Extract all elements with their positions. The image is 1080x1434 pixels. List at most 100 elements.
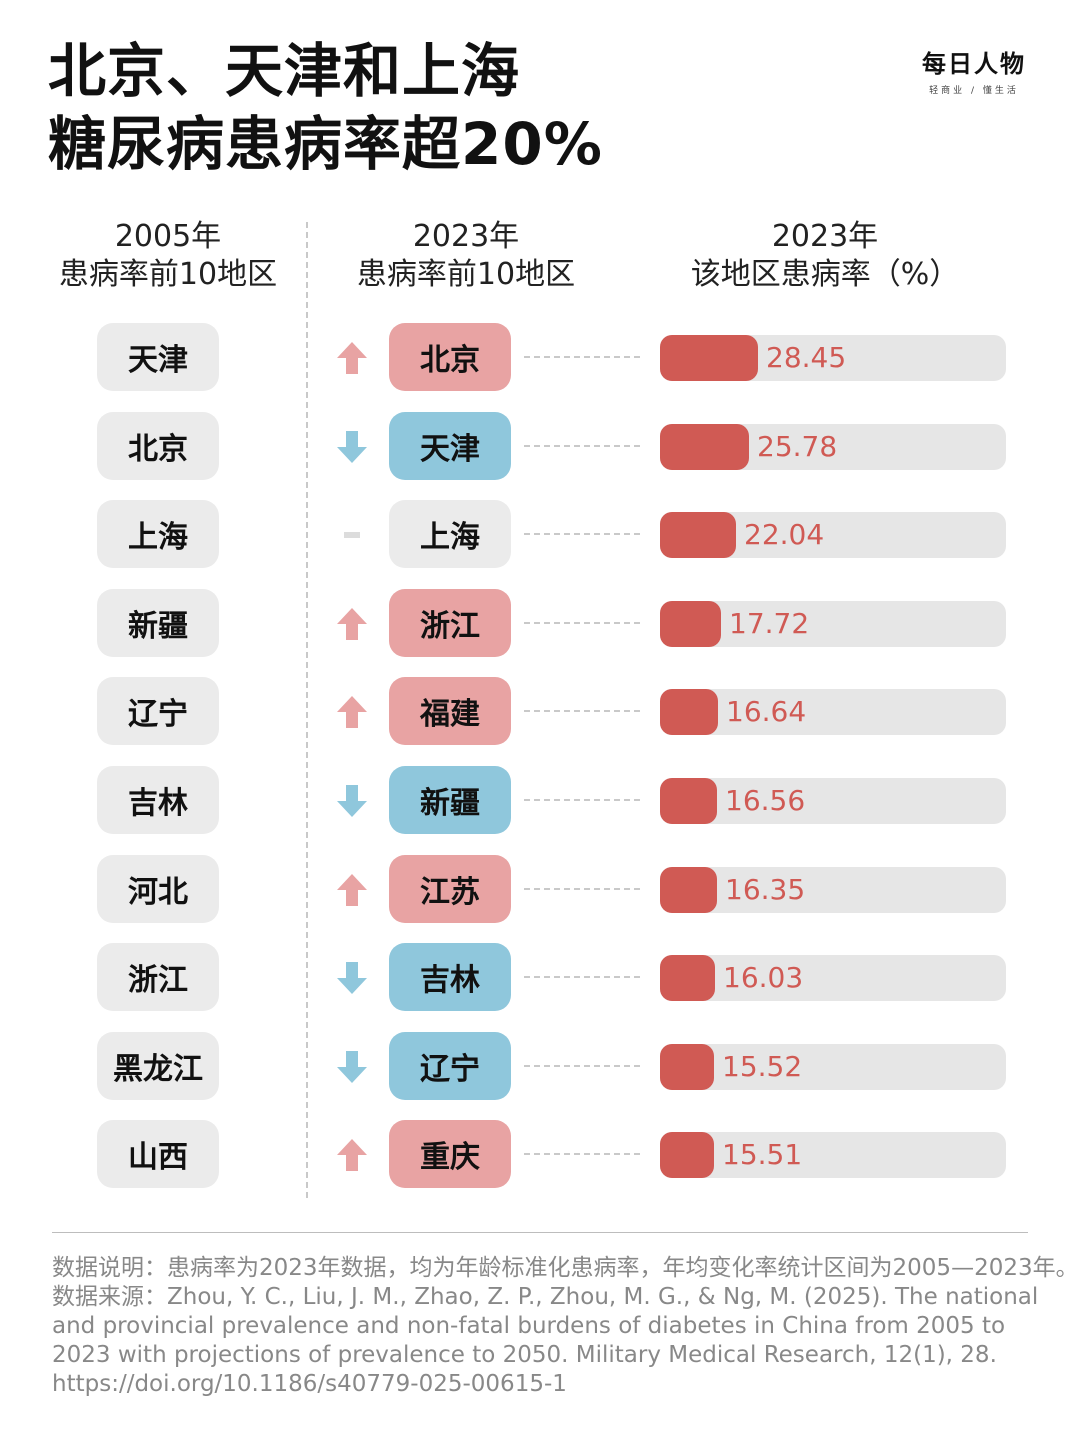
bar-track: 16.03 bbox=[660, 955, 1006, 1001]
data-label: 15.51 bbox=[722, 1138, 803, 1171]
leader-line bbox=[524, 710, 640, 712]
chart-row: 天津 北京 28.45 bbox=[0, 323, 1080, 393]
region-2005-label: 黑龙江 bbox=[97, 1032, 219, 1100]
arrow-up-icon bbox=[337, 342, 367, 374]
arrow-down-icon bbox=[337, 962, 367, 994]
region-2005-label: 上海 bbox=[97, 500, 219, 568]
title-line-2: 糖尿病患病率超20% bbox=[48, 110, 603, 178]
leader-line bbox=[524, 356, 640, 358]
region-2005-label: 北京 bbox=[97, 412, 219, 480]
leader-line bbox=[524, 622, 640, 624]
region-2023-label: 北京 bbox=[389, 323, 511, 391]
bar-track: 22.04 bbox=[660, 512, 1006, 558]
region-2005-label: 辽宁 bbox=[97, 677, 219, 745]
region-2005-label: 新疆 bbox=[97, 589, 219, 657]
footnote-line-4: 2023 with projections of prevalence to 2… bbox=[52, 1342, 997, 1368]
footnote-line-5: https://doi.org/10.1186/s40779-025-00615… bbox=[52, 1371, 567, 1397]
chart-row: 河北 江苏 16.35 bbox=[0, 855, 1080, 925]
bar-track: 25.78 bbox=[660, 424, 1006, 470]
brand-logo: 每日人物 轻商业 / 懂生活 bbox=[922, 44, 1026, 96]
bar bbox=[660, 601, 721, 647]
chart-row: 浙江 吉林 16.03 bbox=[0, 943, 1080, 1013]
bar-track: 16.35 bbox=[660, 867, 1006, 913]
arrow-down-icon bbox=[337, 431, 367, 463]
data-label: 25.78 bbox=[757, 430, 838, 463]
region-2005-label: 山西 bbox=[97, 1120, 219, 1188]
region-2023-label: 浙江 bbox=[389, 589, 511, 657]
data-label: 16.64 bbox=[726, 695, 807, 728]
arrow-down-icon bbox=[337, 1051, 367, 1083]
arrow-down-icon bbox=[337, 785, 367, 817]
region-2023-label: 福建 bbox=[389, 677, 511, 745]
header-rate-label: 该地区患病率（%） bbox=[690, 257, 960, 292]
bar bbox=[660, 1044, 714, 1090]
leader-line bbox=[524, 888, 640, 890]
chart-row: 山西 重庆 15.51 bbox=[0, 1120, 1080, 1190]
data-label: 22.04 bbox=[744, 518, 825, 551]
bar-track: 16.56 bbox=[660, 778, 1006, 824]
data-label: 16.56 bbox=[725, 784, 806, 817]
leader-line bbox=[524, 1153, 640, 1155]
region-2005-label: 吉林 bbox=[97, 766, 219, 834]
brand-tagline: 轻商业 / 懂生活 bbox=[929, 86, 1019, 96]
leader-line bbox=[524, 445, 640, 447]
region-2023-label: 江苏 bbox=[389, 855, 511, 923]
chart-row: 上海 上海 22.04 bbox=[0, 500, 1080, 570]
bar bbox=[660, 1132, 714, 1178]
footnote-line-3: and provincial prevalence and non-fatal … bbox=[52, 1313, 1006, 1339]
data-label: 28.45 bbox=[766, 341, 847, 374]
data-label: 16.35 bbox=[725, 873, 806, 906]
chart-row: 辽宁 福建 16.64 bbox=[0, 677, 1080, 747]
region-2005-label: 天津 bbox=[97, 323, 219, 391]
footnote-line-2: 数据来源：Zhou, Y. C., Liu, J. M., Zhao, Z. P… bbox=[52, 1284, 1039, 1310]
header-2005-label: 患病率前10地区 bbox=[58, 257, 278, 292]
footnote: 数据说明：患病率为2023年数据，均为年龄标准化患病率，年均变化率统计区间为20… bbox=[52, 1254, 1079, 1399]
chart-row: 新疆 浙江 17.72 bbox=[0, 589, 1080, 659]
bar bbox=[660, 512, 736, 558]
data-label: 15.52 bbox=[722, 1050, 803, 1083]
header-rate: 2023年 该地区患病率（%） bbox=[650, 218, 1000, 294]
arrow-up-icon bbox=[337, 696, 367, 728]
bar bbox=[660, 867, 717, 913]
region-2023-label: 天津 bbox=[389, 412, 511, 480]
region-2023-label: 上海 bbox=[389, 500, 511, 568]
leader-line bbox=[524, 1065, 640, 1067]
region-2023-label: 新疆 bbox=[389, 766, 511, 834]
bar-track: 28.45 bbox=[660, 335, 1006, 381]
brand-name: 每日人物 bbox=[922, 50, 1026, 78]
bar-track: 15.51 bbox=[660, 1132, 1006, 1178]
arrow-up-icon bbox=[337, 874, 367, 906]
footnote-rule bbox=[52, 1232, 1028, 1233]
arrow-up-icon bbox=[337, 608, 367, 640]
no-change-icon bbox=[344, 532, 360, 538]
leader-line bbox=[524, 976, 640, 978]
region-2005-label: 河北 bbox=[97, 855, 219, 923]
bar-track: 16.64 bbox=[660, 689, 1006, 735]
bar bbox=[660, 689, 718, 735]
region-2023-label: 吉林 bbox=[389, 943, 511, 1011]
region-2023-label: 辽宁 bbox=[389, 1032, 511, 1100]
header-2023-label: 患病率前10地区 bbox=[356, 257, 576, 292]
header-2023: 2023年 患病率前10地区 bbox=[334, 218, 598, 294]
chart-row: 黑龙江 辽宁 15.52 bbox=[0, 1032, 1080, 1102]
bar-track: 15.52 bbox=[660, 1044, 1006, 1090]
region-2005-label: 浙江 bbox=[97, 943, 219, 1011]
header-2023-year: 2023年 bbox=[412, 219, 520, 254]
title-line-1: 北京、天津和上海 bbox=[48, 37, 521, 105]
footnote-line-1: 数据说明：患病率为2023年数据，均为年龄标准化患病率，年均变化率统计区间为20… bbox=[52, 1255, 1079, 1281]
leader-line bbox=[524, 533, 640, 535]
leader-line bbox=[524, 799, 640, 801]
bar bbox=[660, 335, 758, 381]
bar bbox=[660, 424, 749, 470]
bar-track: 17.72 bbox=[660, 601, 1006, 647]
bar bbox=[660, 778, 717, 824]
header-2005-year: 2005年 bbox=[114, 219, 222, 254]
chart-row: 北京 天津 25.78 bbox=[0, 412, 1080, 482]
data-label: 16.03 bbox=[723, 961, 804, 994]
bar bbox=[660, 955, 715, 1001]
arrow-up-icon bbox=[337, 1139, 367, 1171]
column-divider bbox=[306, 222, 308, 1198]
region-2023-label: 重庆 bbox=[389, 1120, 511, 1188]
chart-row: 吉林 新疆 16.56 bbox=[0, 766, 1080, 836]
header-rate-year: 2023年 bbox=[771, 219, 879, 254]
